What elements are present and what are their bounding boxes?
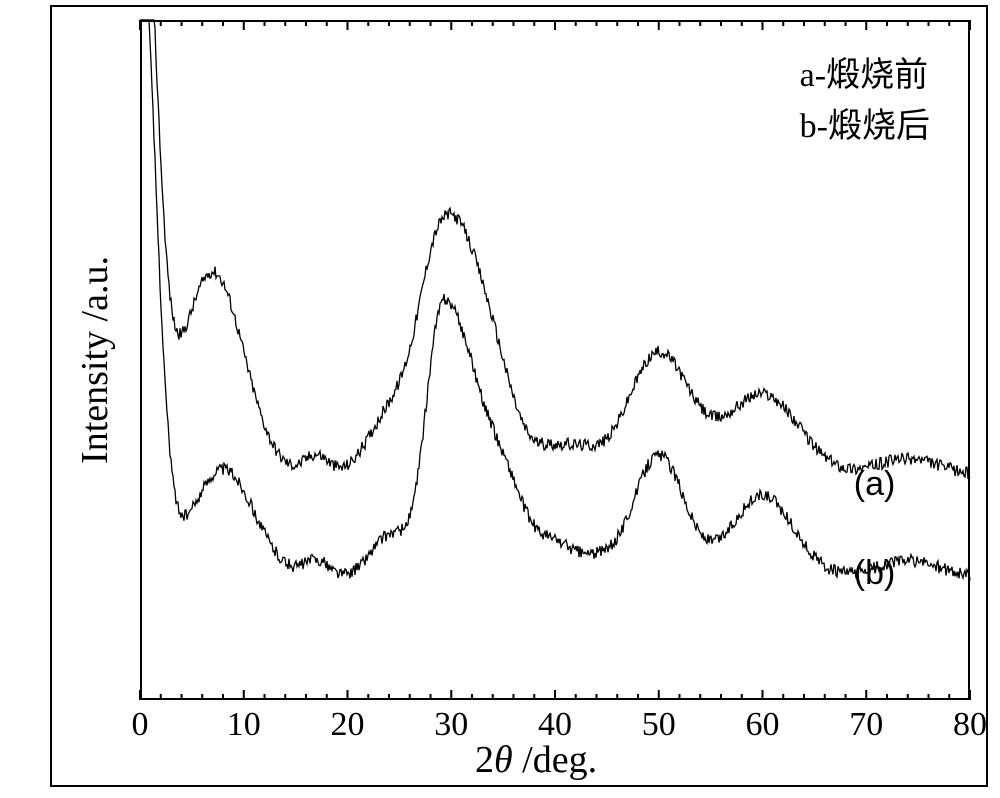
x-tick-label: 10 [219, 706, 269, 744]
x-tick-label: 70 [841, 706, 891, 744]
x-tick-label: 0 [115, 706, 165, 744]
x-tick-label: 80 [945, 706, 995, 744]
x-tick-label: 60 [738, 706, 788, 744]
x-axis-label: 2θ /deg. [475, 738, 597, 782]
x-tick-label: 50 [634, 706, 684, 744]
legend-item: b-煅烧后 [800, 101, 930, 152]
x-tick-label: 30 [426, 706, 476, 744]
legend-item: a-煅烧前 [800, 50, 930, 101]
series-label: (b) [854, 554, 896, 593]
x-tick-label: 20 [323, 706, 373, 744]
y-axis-label: Intensity /a.u. [73, 256, 117, 464]
legend: a-煅烧前b-煅烧后 [800, 50, 930, 152]
series-label: (a) [854, 465, 896, 504]
x-tick-label: 40 [530, 706, 580, 744]
